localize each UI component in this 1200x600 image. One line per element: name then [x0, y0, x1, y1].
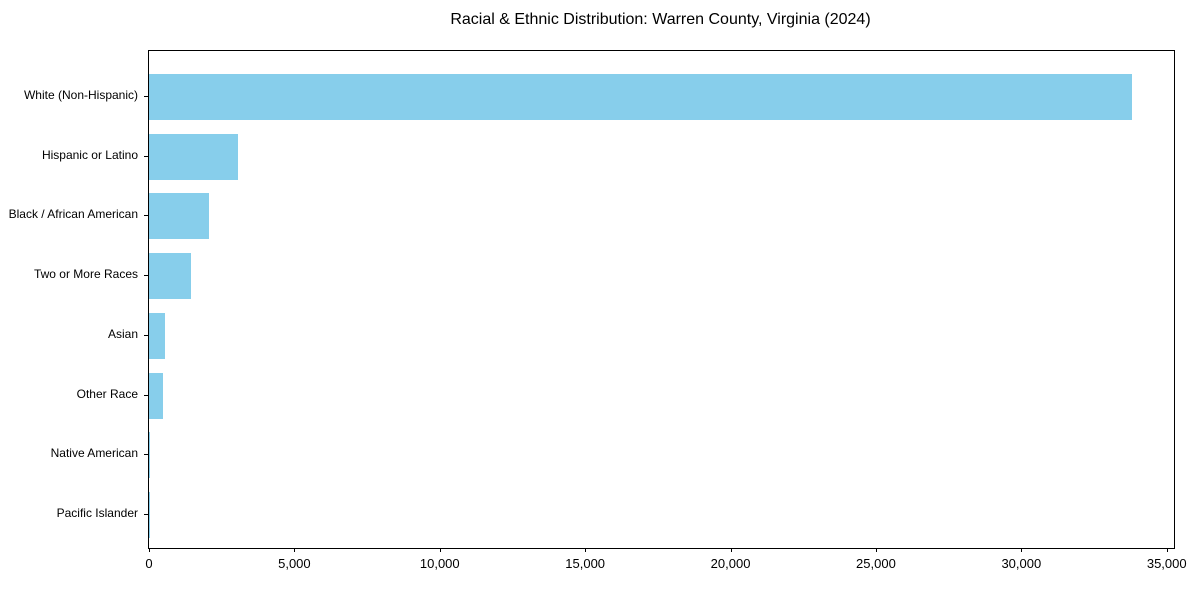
y-axis-tick [144, 96, 148, 97]
x-tick-label: 25,000 [856, 556, 896, 571]
y-tick-label: Pacific Islander [56, 505, 138, 520]
x-axis-tick [585, 548, 587, 552]
bar-hispanic-or-latino [149, 133, 238, 180]
plot-area [148, 50, 1175, 549]
y-axis-tick [144, 513, 148, 515]
bar-other-race [149, 372, 164, 419]
x-tick-label: 20,000 [710, 556, 751, 571]
x-tick-label: 30,000 [1001, 556, 1042, 571]
y-axis-tick [144, 215, 148, 217]
bar-native-american [149, 432, 150, 479]
x-tick-label: 10,000 [419, 556, 460, 571]
x-axis-tick [1166, 548, 1168, 552]
y-axis-tick [144, 334, 148, 336]
y-tick-label: Asian [107, 326, 138, 341]
x-axis-tick [730, 548, 732, 552]
y-tick-label: Two or More Races [33, 267, 138, 282]
y-tick-label: Hispanic or Latino [41, 147, 138, 162]
y-axis-tick [144, 394, 148, 396]
x-axis-tick [875, 548, 877, 552]
x-tick-label: 35,000 [1146, 556, 1187, 571]
y-axis-tick [144, 275, 148, 277]
y-axis-tick [144, 155, 148, 157]
y-axis-tick [144, 454, 148, 456]
bar-asian [149, 312, 165, 359]
y-tick-label: White (Non-Hispanic) [23, 88, 138, 102]
x-tick-label: 5,000 [278, 556, 311, 571]
y-tick-label: Native American [50, 446, 138, 461]
bar-white-non-hispanic [149, 74, 1132, 120]
bar-two-or-more-races [149, 253, 192, 300]
x-tick-label: 0 [145, 556, 153, 571]
x-axis-tick [149, 548, 150, 552]
chart-title: Racial & Ethnic Distribution: Warren Cou… [450, 11, 871, 28]
bar-black-african-american [149, 193, 210, 240]
x-axis-tick [294, 548, 296, 552]
x-tick-label: 15,000 [565, 556, 606, 571]
x-axis-tick [1021, 548, 1023, 552]
y-tick-label: Other Race [76, 386, 138, 401]
x-axis-tick [439, 548, 441, 552]
y-tick-label: Black / African American [8, 207, 138, 222]
